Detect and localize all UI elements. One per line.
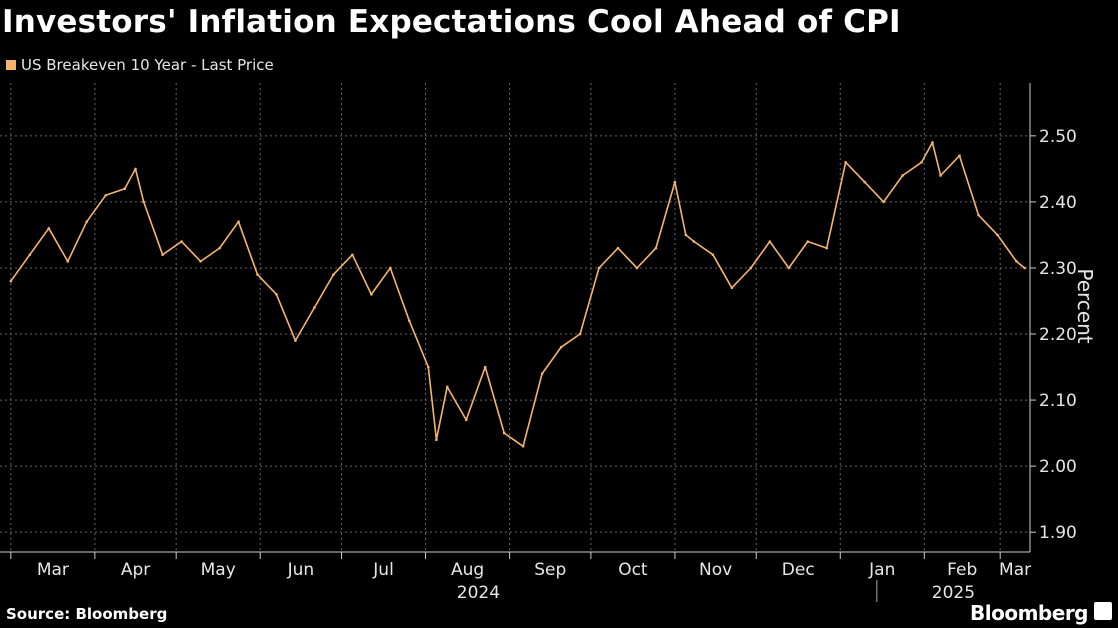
year-label: 2025 — [932, 583, 975, 603]
data-point — [540, 372, 544, 375]
data-point — [684, 233, 688, 237]
data-point — [920, 160, 923, 164]
data-point — [47, 227, 51, 230]
y-tick-label: 2.10 — [1039, 391, 1077, 411]
legend-swatch — [6, 60, 16, 70]
x-tick-label: Sep — [534, 560, 566, 580]
y-tick-label: 2.50 — [1039, 127, 1077, 147]
data-point — [332, 273, 335, 276]
data-point — [483, 365, 487, 369]
data-point — [502, 431, 506, 435]
data-point — [768, 240, 772, 243]
data-point — [844, 160, 847, 164]
data-point — [426, 365, 430, 369]
data-point — [931, 141, 934, 144]
data-point — [370, 293, 373, 296]
data-point — [445, 385, 449, 389]
data-point — [996, 233, 999, 237]
y-axis-label: Percent — [1073, 268, 1097, 344]
y-tick-label: 2.00 — [1039, 457, 1077, 477]
data-point — [654, 246, 658, 250]
data-point — [218, 246, 221, 250]
brand-mark-icon — [1094, 602, 1112, 620]
data-point — [825, 246, 829, 250]
data-point — [275, 293, 278, 296]
data-point — [635, 266, 639, 270]
data-point — [711, 253, 715, 257]
x-tick-label: Jan — [868, 560, 895, 580]
data-point — [901, 174, 904, 177]
legend-label: US Breakeven 10 Year - Last Price — [21, 56, 274, 74]
data-point — [559, 345, 563, 349]
data-point — [863, 180, 866, 184]
data-point — [749, 266, 753, 270]
data-point — [142, 200, 145, 204]
chart-title: Investors' Inflation Expectations Cool A… — [2, 4, 901, 40]
data-point — [66, 260, 70, 263]
data-point — [464, 418, 468, 422]
data-point — [161, 253, 164, 257]
data-point — [180, 240, 183, 243]
series-line — [10, 141, 1026, 448]
x-tick-label: Dec — [782, 560, 815, 580]
y-tick-label: 1.90 — [1039, 523, 1077, 543]
data-point — [730, 286, 734, 290]
data-point — [1023, 266, 1026, 270]
data-point — [294, 339, 297, 342]
data-point — [882, 200, 885, 204]
data-point — [787, 266, 791, 270]
data-point — [958, 154, 961, 157]
data-point — [237, 220, 240, 224]
data-point — [578, 332, 582, 336]
x-tick-label: May — [201, 560, 236, 580]
data-point — [28, 253, 32, 257]
data-point — [521, 445, 525, 448]
x-tick-label: Nov — [699, 560, 732, 580]
x-tick-label: Jul — [372, 560, 394, 580]
data-point — [256, 273, 259, 276]
data-point — [673, 180, 677, 184]
data-point — [199, 260, 202, 263]
data-point — [977, 213, 980, 217]
data-point — [616, 246, 620, 250]
x-tick-label: Feb — [947, 560, 977, 580]
data-point — [134, 167, 137, 171]
data-point — [1015, 260, 1018, 263]
data-point — [389, 266, 392, 270]
data-point — [313, 306, 316, 309]
data-point — [407, 319, 411, 323]
data-point — [123, 187, 126, 190]
data-point — [435, 438, 438, 442]
data-point — [939, 174, 942, 177]
legend: US Breakeven 10 Year - Last Price — [6, 56, 274, 74]
source-note: Source: Bloomberg — [6, 605, 168, 623]
data-point — [9, 279, 13, 283]
x-tick-label: Jun — [287, 560, 315, 580]
year-label: 2024 — [457, 583, 500, 603]
data-point — [351, 253, 354, 257]
data-point — [85, 220, 89, 224]
x-tick-label: Mar — [999, 560, 1031, 580]
x-tick-label: Apr — [121, 560, 150, 580]
data-point — [806, 240, 810, 243]
y-tick-label: 2.30 — [1039, 259, 1077, 279]
y-tick-label: 2.40 — [1039, 193, 1077, 213]
data-point — [692, 240, 696, 243]
y-tick-label: 2.20 — [1039, 325, 1077, 345]
data-point — [597, 266, 601, 270]
brand-logo: Bloomberg — [970, 601, 1088, 625]
x-tick-label: Aug — [451, 560, 484, 580]
x-tick-label: Mar — [37, 560, 69, 580]
x-tick-label: Oct — [618, 560, 648, 580]
data-point — [104, 193, 108, 197]
